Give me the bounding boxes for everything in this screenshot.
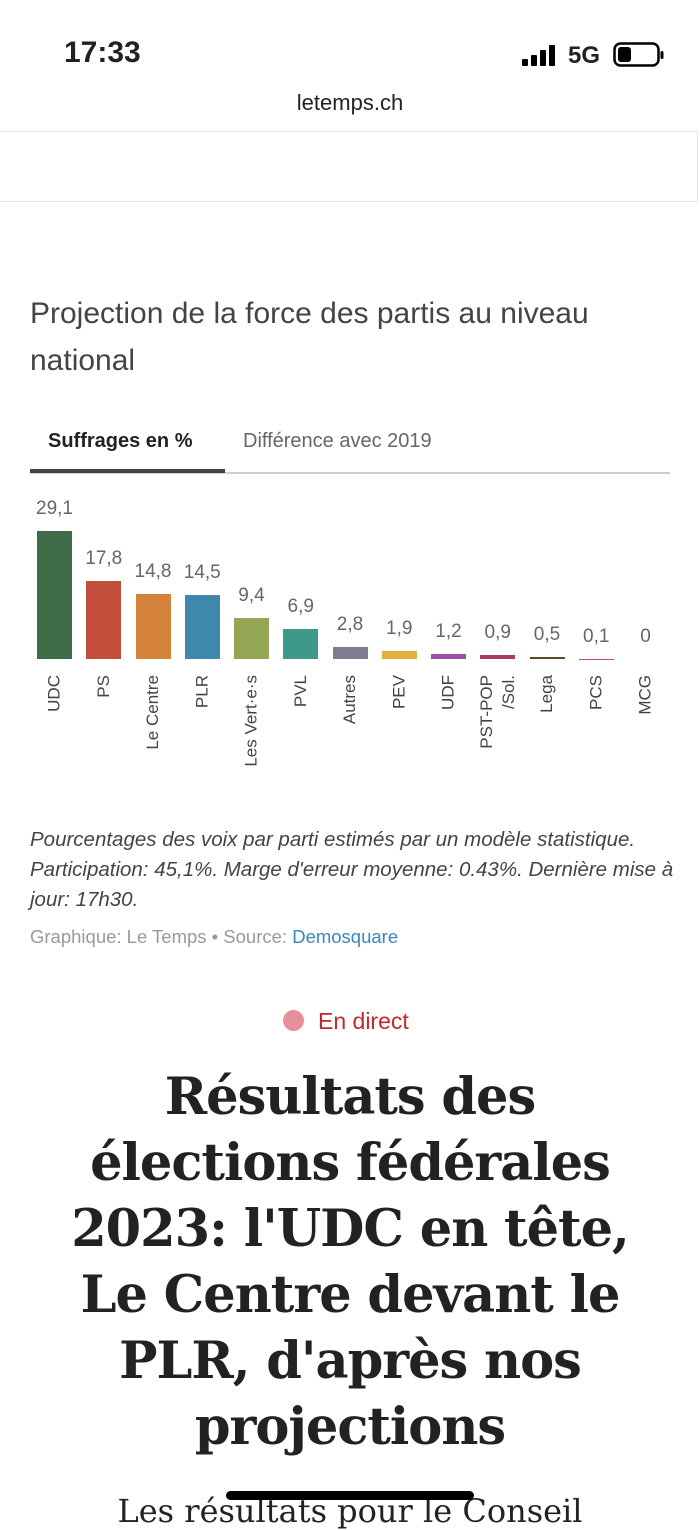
category-label: Le Centre	[142, 675, 164, 785]
bar	[185, 595, 220, 659]
chart-note: Pourcentages des voix par parti estimés …	[30, 825, 675, 915]
bar	[480, 655, 515, 659]
headline-line: PLR, d'après nos	[0, 1328, 700, 1394]
value-label: 14,5	[172, 562, 232, 584]
headline-line: Résultats des	[0, 1064, 700, 1130]
category-label: Lega	[536, 675, 558, 785]
bar	[431, 654, 466, 659]
headline-line: élections fédérales	[0, 1130, 700, 1196]
category-label: PEV	[388, 675, 410, 785]
headline-line: Le Centre devant le	[0, 1262, 700, 1328]
source-link[interactable]: Demosquare	[292, 926, 398, 947]
bar	[382, 651, 417, 659]
bar	[37, 531, 72, 659]
category-label: PST-POP /Sol.	[476, 675, 520, 785]
category-label: UDC	[44, 675, 66, 785]
category-label: PLR	[191, 675, 213, 785]
category-label: MCG	[635, 675, 657, 785]
value-label: 0	[616, 626, 676, 648]
category-label: UDF	[438, 675, 460, 785]
bar	[136, 594, 171, 659]
category-label: Les Vert·e·s	[241, 675, 263, 785]
category-label: PS	[93, 675, 115, 785]
bar	[530, 657, 565, 659]
bar	[333, 647, 368, 659]
bar	[234, 618, 269, 659]
home-indicator[interactable]	[226, 1491, 474, 1500]
live-label: En direct	[318, 1008, 409, 1035]
bar	[86, 581, 121, 659]
chart-credit: Graphique: Le Temps • Source: Demosquare	[30, 926, 398, 948]
headline-line: projections	[0, 1394, 700, 1460]
category-label: Autres	[339, 675, 361, 785]
credit-text: Graphique: Le Temps • Source:	[30, 926, 287, 947]
bar	[283, 629, 318, 659]
category-label: PVL	[290, 675, 312, 785]
live-dot	[283, 1010, 304, 1031]
headline-line: 2023: l'UDC en tête,	[0, 1196, 700, 1262]
category-label: PCS	[585, 675, 607, 785]
value-label: 29,1	[25, 498, 85, 520]
